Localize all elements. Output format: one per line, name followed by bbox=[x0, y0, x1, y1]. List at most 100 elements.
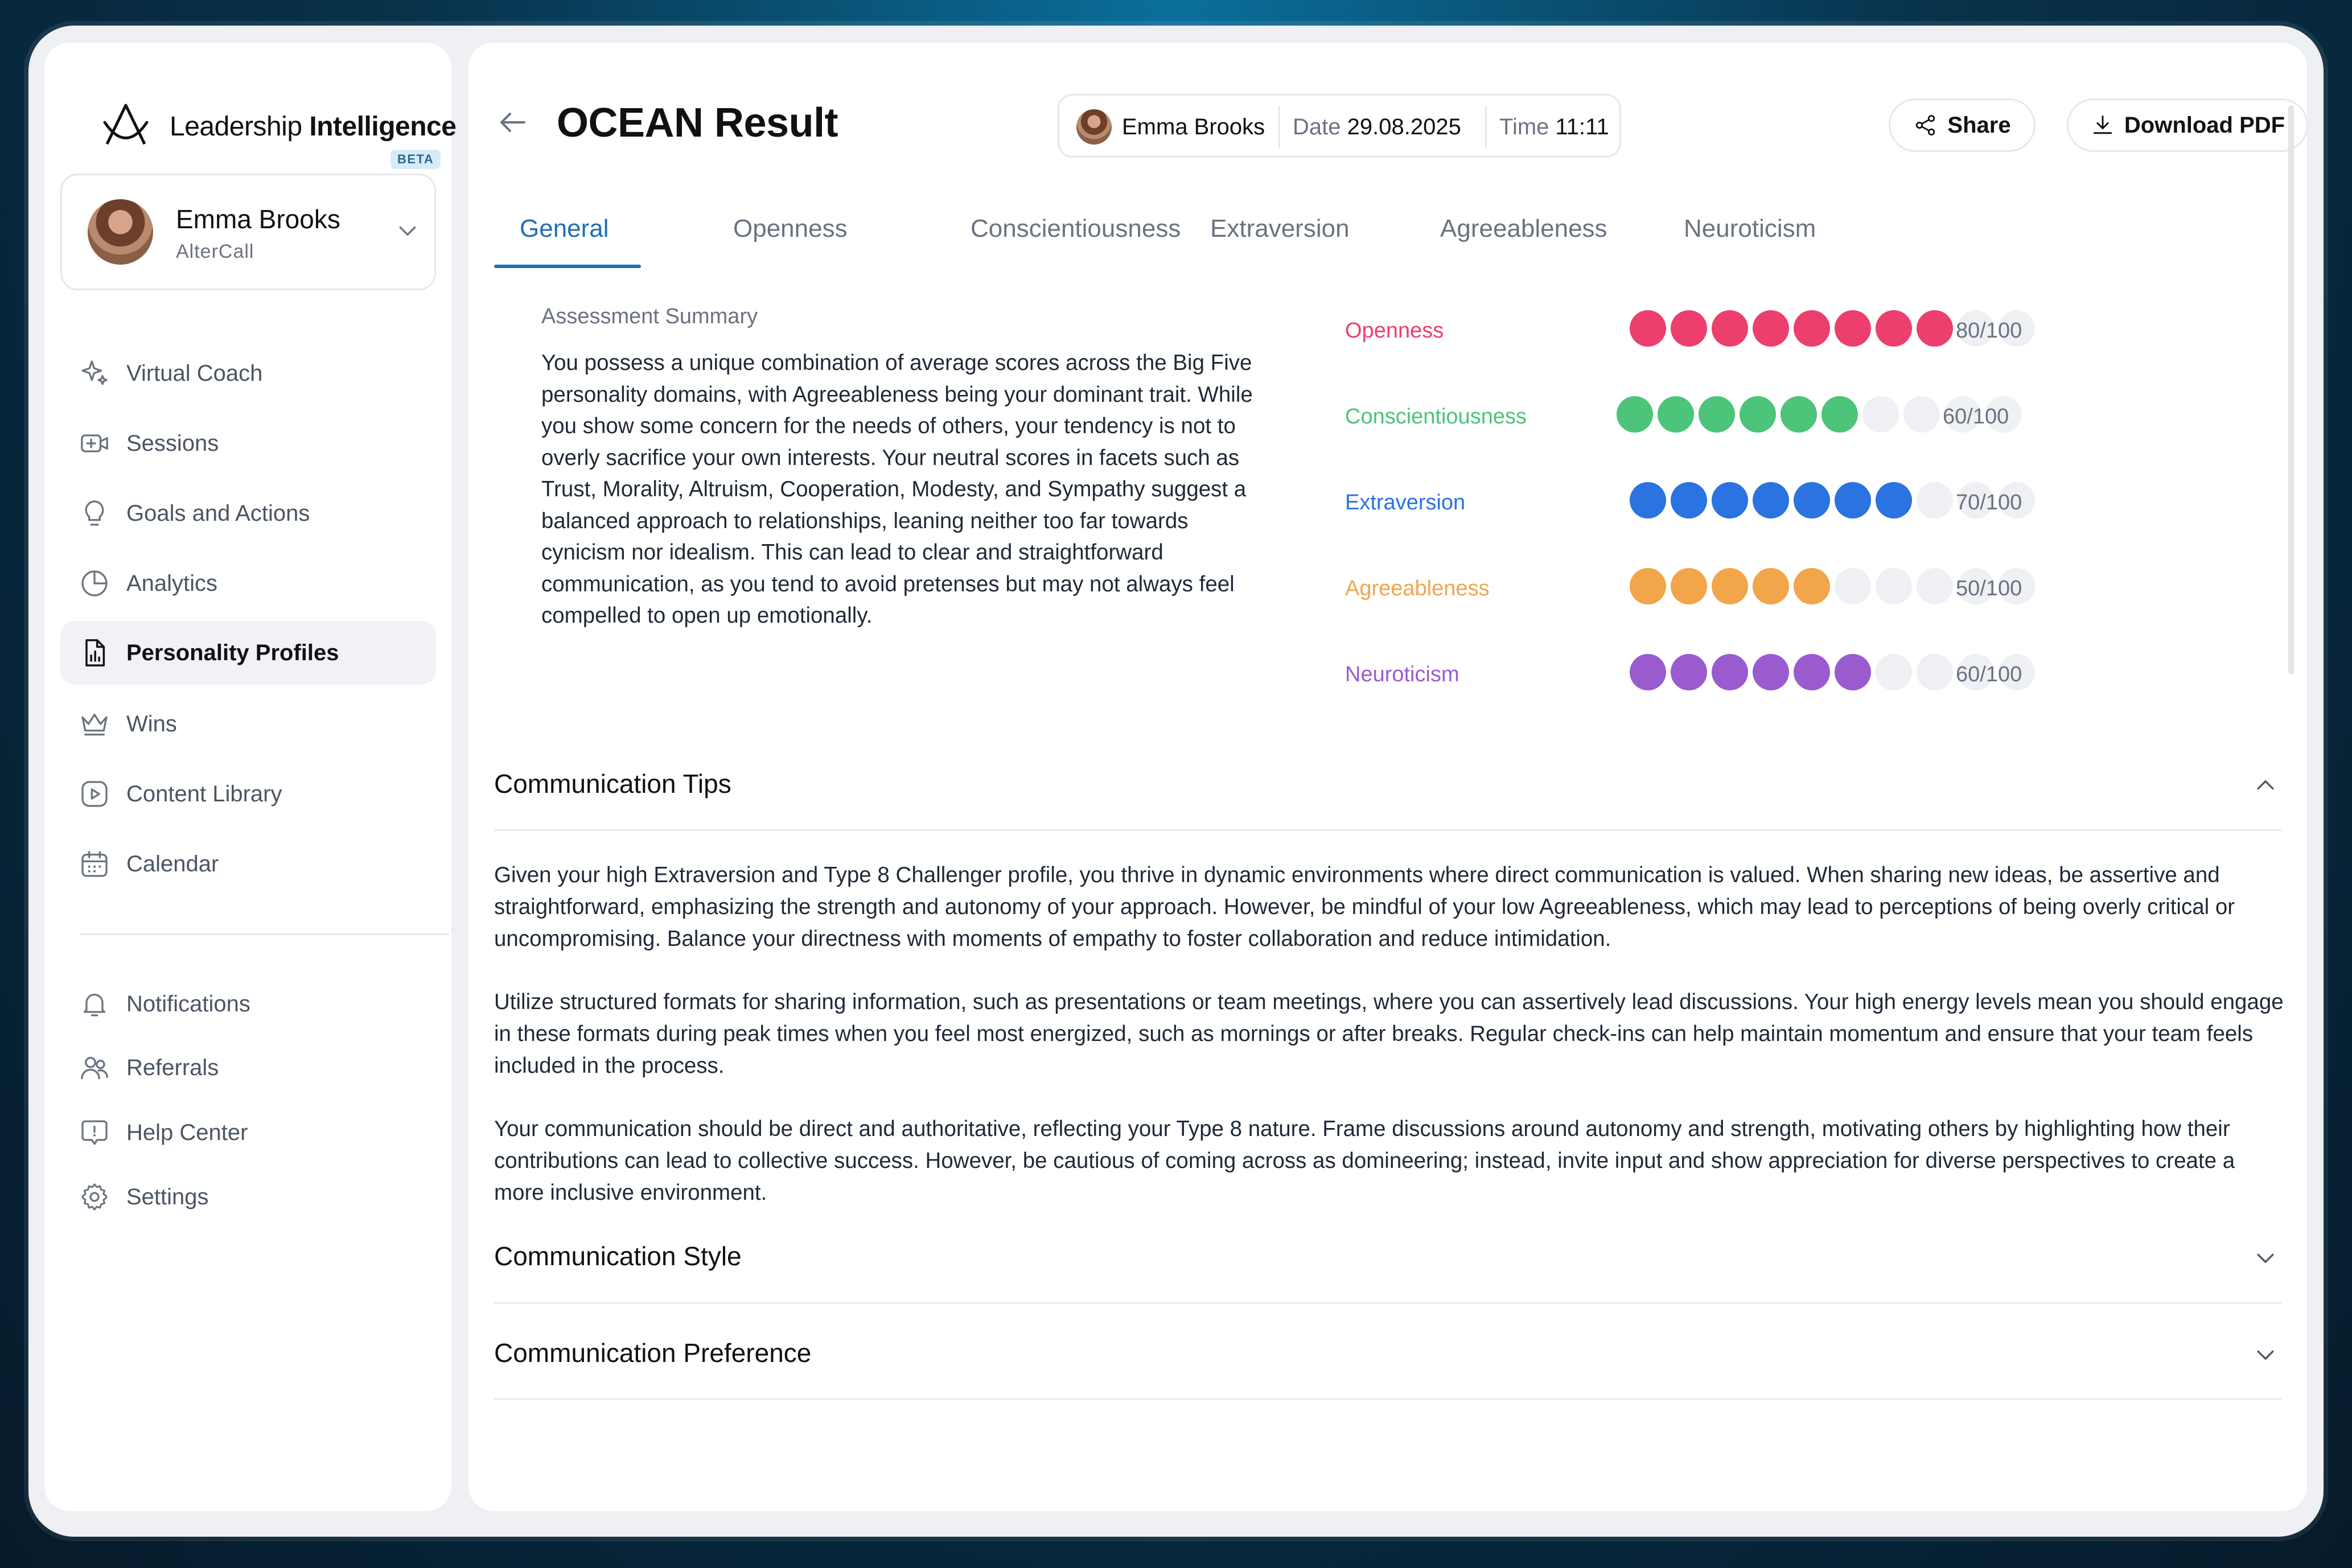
rating-dot-filled bbox=[1630, 654, 1666, 690]
rating-dot-filled bbox=[1876, 482, 1912, 518]
rating-dot-filled bbox=[1699, 396, 1735, 433]
section-divider bbox=[494, 1398, 2281, 1400]
meta-divider bbox=[1485, 106, 1487, 148]
tab-neuroticism[interactable]: Neuroticism bbox=[1684, 215, 1816, 242]
trait-dots bbox=[1630, 654, 2035, 690]
sidebar-item-calendar[interactable]: Calendar bbox=[60, 832, 436, 896]
tab-extraversion[interactable]: Extraversion bbox=[1210, 215, 1350, 242]
download-pdf-button[interactable]: Download PDF bbox=[2067, 98, 2307, 152]
sidebar-item-help-center[interactable]: Help Center bbox=[60, 1101, 436, 1164]
sidebar-item-settings[interactable]: Settings bbox=[60, 1165, 436, 1229]
tab-agreeableness[interactable]: Agreeableness bbox=[1440, 215, 1607, 242]
tab-bar: General Openness Conscientiousness Extra… bbox=[494, 202, 1917, 270]
lightbulb-icon bbox=[77, 496, 112, 530]
rating-dot-empty bbox=[1876, 568, 1912, 604]
sidebar-item-goals[interactable]: Goals and Actions bbox=[60, 481, 436, 545]
rating-dot-filled bbox=[1712, 310, 1748, 347]
trait-score: 80/100 bbox=[1956, 319, 2022, 343]
sidebar-item-virtual-coach[interactable]: Virtual Coach bbox=[60, 341, 436, 405]
chevron-down-icon[interactable] bbox=[2253, 1342, 2278, 1367]
app-window: Leadership Intelligence BETA Emma Brooks… bbox=[28, 26, 2324, 1537]
trait-row-conscientiousness: Conscientiousness 60/100 bbox=[1345, 396, 2113, 442]
sidebar-item-label: Virtual Coach bbox=[126, 360, 263, 386]
rating-dot-filled bbox=[1876, 310, 1912, 347]
help-icon bbox=[77, 1116, 112, 1150]
sidebar-divider bbox=[80, 933, 449, 935]
rating-dot-filled bbox=[1821, 396, 1858, 433]
rating-dot-filled bbox=[1630, 482, 1666, 518]
trait-score: 60/100 bbox=[1956, 662, 2022, 686]
rating-dot-filled bbox=[1917, 310, 1953, 347]
rating-dot-filled bbox=[1753, 310, 1789, 347]
sidebar-item-sessions[interactable]: Sessions bbox=[60, 411, 436, 475]
sidebar-item-content-library[interactable]: Content Library bbox=[60, 762, 436, 826]
crown-icon bbox=[77, 707, 112, 741]
rating-dot-filled bbox=[1753, 568, 1789, 604]
report-icon bbox=[77, 636, 112, 670]
sidebar-item-label: Wins bbox=[126, 711, 177, 736]
profile-switcher[interactable]: Emma Brooks AlterCall bbox=[60, 174, 436, 290]
rating-dot-empty bbox=[1862, 396, 1899, 433]
meta-date: Date 29.08.2025 bbox=[1293, 114, 1461, 139]
brand-logo[interactable]: Leadership Intelligence BETA bbox=[101, 88, 457, 174]
rating-dot-empty bbox=[1999, 482, 2035, 518]
trait-score: 70/100 bbox=[1956, 491, 2022, 515]
rating-dot-filled bbox=[1835, 482, 1871, 518]
section-title-communication-style[interactable]: Communication Style bbox=[494, 1241, 742, 1271]
meta-divider bbox=[1278, 106, 1280, 148]
sidebar-item-analytics[interactable]: Analytics bbox=[60, 552, 436, 615]
video-plus-icon bbox=[77, 426, 112, 460]
profile-name: Emma Brooks bbox=[176, 204, 340, 234]
sidebar-item-label: Content Library bbox=[126, 781, 282, 806]
trait-row-extraversion: Extraversion 70/100 bbox=[1345, 482, 2113, 528]
scrollbar[interactable] bbox=[2288, 105, 2294, 674]
gear-icon bbox=[77, 1180, 112, 1214]
share-label: Share bbox=[1947, 112, 2011, 138]
profile-org: AlterCall bbox=[176, 241, 254, 262]
trait-name: Neuroticism bbox=[1345, 662, 1459, 686]
back-arrow-icon[interactable] bbox=[496, 105, 530, 139]
tips-paragraph: Utilize structured formats for sharing i… bbox=[494, 990, 2284, 1078]
share-button[interactable]: Share bbox=[1889, 98, 2036, 152]
rating-dot-filled bbox=[1712, 654, 1748, 690]
tips-paragraph: Given your high Extraversion and Type 8 … bbox=[494, 863, 2235, 951]
tab-conscientiousness[interactable]: Conscientiousness bbox=[971, 215, 1181, 242]
main-panel: OCEAN Result Emma Brooks Date 29.08.2025… bbox=[468, 43, 2307, 1511]
rating-dot-filled bbox=[1658, 396, 1694, 433]
sidebar-item-notifications[interactable]: Notifications bbox=[60, 972, 436, 1036]
rating-dot-filled bbox=[1794, 654, 1830, 690]
rating-dot-filled bbox=[1835, 310, 1871, 347]
tab-openness[interactable]: Openness bbox=[733, 215, 848, 242]
rating-dot-empty bbox=[1999, 568, 2035, 604]
rating-dot-filled bbox=[1794, 310, 1830, 347]
sidebar-item-label: Personality Profiles bbox=[126, 640, 339, 665]
download-icon bbox=[2093, 115, 2112, 134]
rating-dot-empty bbox=[1876, 654, 1912, 690]
active-tab-indicator bbox=[494, 265, 641, 268]
sidebar-item-referrals[interactable]: Referrals bbox=[60, 1036, 436, 1100]
rating-dot-empty bbox=[1917, 568, 1953, 604]
rating-dot-filled bbox=[1753, 482, 1789, 518]
brand-name: Leadership Intelligence bbox=[170, 112, 457, 142]
chevron-down-icon[interactable] bbox=[2253, 1245, 2278, 1270]
sidebar-item-personality-profiles[interactable]: Personality Profiles bbox=[60, 621, 436, 685]
calendar-icon bbox=[77, 847, 112, 881]
rating-dot-empty bbox=[1944, 396, 1981, 433]
sidebar-item-label: Goals and Actions bbox=[126, 500, 310, 526]
section-title-communication-preference[interactable]: Communication Preference bbox=[494, 1338, 812, 1368]
rating-dot-filled bbox=[1671, 568, 1707, 604]
logo-icon bbox=[103, 104, 149, 145]
sidebar-item-wins[interactable]: Wins bbox=[60, 692, 436, 756]
rating-dot-filled bbox=[1630, 310, 1666, 347]
session-meta: Emma Brooks Date 29.08.2025 Time 11:11 bbox=[1058, 94, 1621, 158]
share-icon bbox=[1916, 114, 1935, 136]
trait-dots bbox=[1630, 310, 2035, 347]
sidebar-item-label: Analytics bbox=[126, 570, 218, 596]
section-title-communication-tips[interactable]: Communication Tips bbox=[494, 769, 731, 799]
sidebar-item-label: Calendar bbox=[126, 851, 219, 876]
tab-general[interactable]: General bbox=[520, 215, 609, 242]
rating-dot-filled bbox=[1794, 568, 1830, 604]
chevron-up-icon[interactable] bbox=[2253, 773, 2278, 798]
rating-dot-empty bbox=[1917, 654, 1953, 690]
section-divider bbox=[494, 1302, 2281, 1304]
